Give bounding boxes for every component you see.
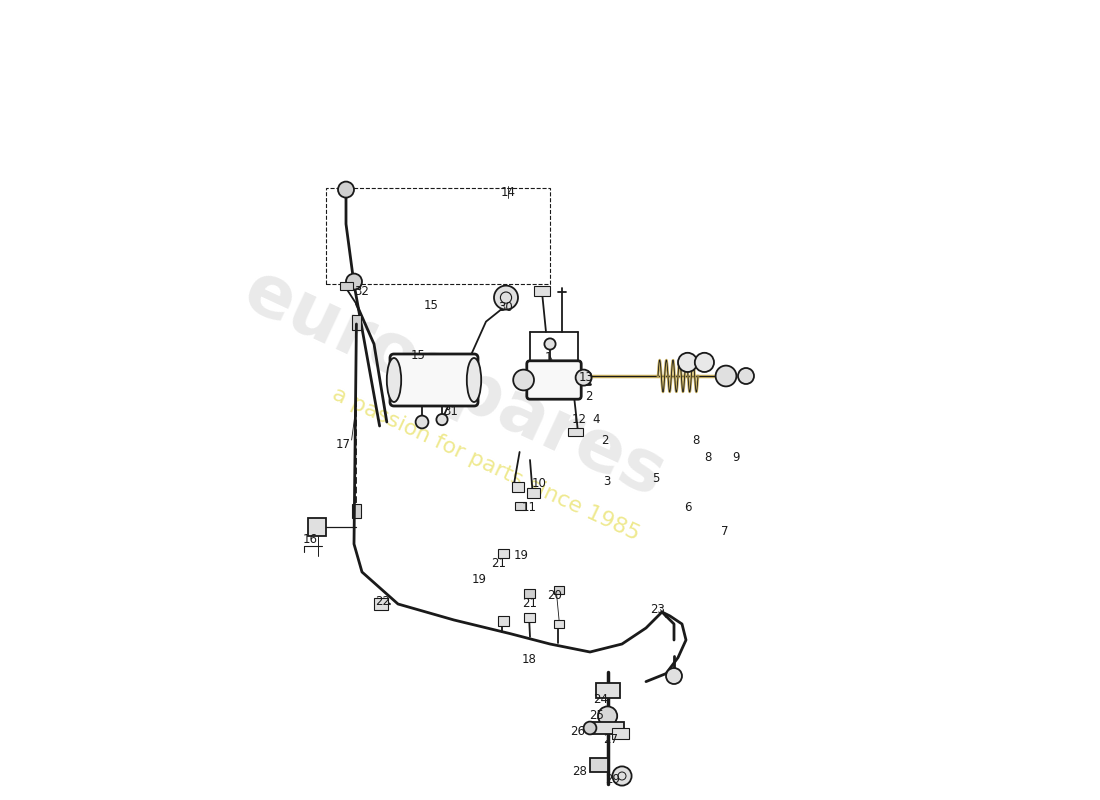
Circle shape [544, 338, 556, 350]
Circle shape [437, 414, 448, 426]
Bar [498, 616, 509, 626]
Bar [326, 188, 550, 284]
Bar [524, 613, 535, 622]
Bar [569, 428, 583, 436]
Text: 8: 8 [692, 434, 700, 446]
Text: 14: 14 [500, 186, 516, 198]
Text: 1: 1 [544, 351, 552, 364]
Circle shape [666, 668, 682, 684]
Text: 2: 2 [601, 434, 608, 446]
Circle shape [678, 353, 697, 372]
Text: eurospares: eurospares [232, 256, 675, 512]
Text: 4: 4 [593, 413, 601, 426]
Text: 32: 32 [354, 285, 370, 298]
Circle shape [575, 370, 592, 386]
Text: a passion for parts since 1985: a passion for parts since 1985 [329, 384, 642, 544]
Text: 18: 18 [521, 653, 537, 666]
Circle shape [738, 368, 754, 384]
Text: 24: 24 [593, 693, 608, 706]
Text: 10: 10 [531, 477, 547, 490]
Bar [554, 620, 563, 628]
Text: 20: 20 [548, 589, 562, 602]
Bar [595, 683, 619, 698]
Ellipse shape [387, 358, 402, 402]
Bar [554, 586, 563, 594]
Text: 8: 8 [705, 451, 712, 464]
Text: 28: 28 [572, 765, 587, 778]
Circle shape [514, 370, 534, 390]
Text: 26: 26 [571, 725, 585, 738]
Circle shape [584, 722, 596, 734]
Bar [515, 502, 526, 510]
Text: 19: 19 [472, 573, 487, 586]
Bar [512, 482, 525, 492]
Text: 11: 11 [521, 501, 537, 514]
Circle shape [346, 274, 362, 290]
Text: 15: 15 [425, 299, 439, 312]
Text: 30: 30 [498, 301, 514, 314]
Circle shape [716, 366, 736, 386]
Text: 12: 12 [571, 413, 586, 426]
FancyBboxPatch shape [527, 361, 581, 399]
Bar [340, 282, 353, 290]
Bar [612, 728, 629, 739]
Bar [592, 722, 624, 734]
Bar [534, 286, 550, 296]
Text: 31: 31 [443, 405, 459, 418]
Bar [352, 315, 361, 330]
Text: 27: 27 [603, 733, 618, 746]
Text: 13: 13 [579, 371, 593, 384]
Text: 16: 16 [302, 533, 318, 546]
Circle shape [613, 766, 631, 786]
Bar [527, 488, 540, 498]
Circle shape [494, 286, 518, 310]
Text: 29: 29 [605, 773, 620, 786]
Text: 21: 21 [521, 597, 537, 610]
Bar [524, 589, 535, 598]
Text: 3: 3 [603, 475, 611, 488]
Text: 15: 15 [410, 349, 426, 362]
Text: 21: 21 [492, 557, 506, 570]
Text: 25: 25 [588, 709, 604, 722]
Text: 17: 17 [337, 438, 351, 450]
Bar [352, 504, 361, 518]
Circle shape [695, 353, 714, 372]
Text: 9: 9 [732, 451, 739, 464]
Circle shape [338, 182, 354, 198]
Bar [498, 549, 509, 558]
Ellipse shape [466, 358, 481, 402]
Text: 5: 5 [652, 472, 659, 485]
Bar [590, 758, 607, 772]
Text: 6: 6 [684, 501, 692, 514]
Bar [374, 598, 388, 610]
Circle shape [598, 706, 617, 726]
Text: 22: 22 [375, 595, 390, 608]
Bar [308, 518, 326, 536]
Text: 19: 19 [514, 549, 529, 562]
Text: 7: 7 [720, 525, 728, 538]
Text: 23: 23 [650, 603, 666, 616]
Circle shape [416, 416, 428, 429]
FancyBboxPatch shape [390, 354, 478, 406]
Text: 2: 2 [585, 390, 592, 403]
